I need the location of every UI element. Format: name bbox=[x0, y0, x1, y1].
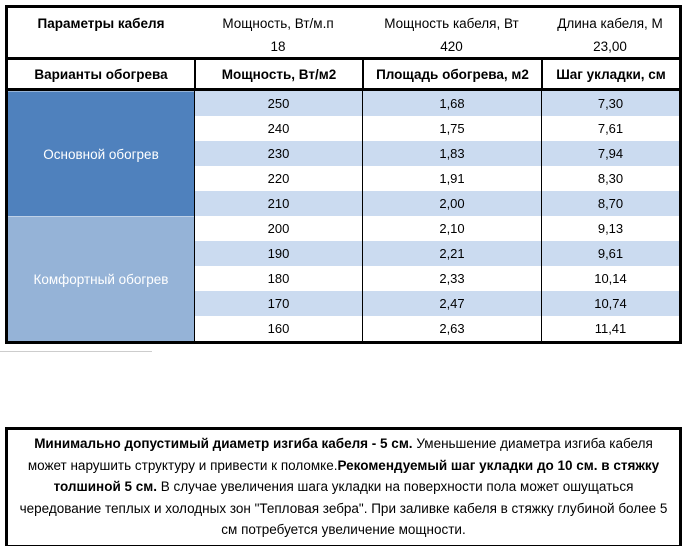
data-cell: 210 bbox=[194, 191, 362, 216]
data-cell: 7,30 bbox=[541, 91, 679, 116]
data-cell: 11,41 bbox=[541, 316, 679, 341]
variants-data-grid: Основной обогрев 250 1,68 7,30 240 1,75 7,61 23… bbox=[5, 91, 682, 344]
header-heating-variants: Варианты обогрева bbox=[34, 66, 168, 82]
data-cell: 9,61 bbox=[541, 241, 679, 266]
data-cell: 170 bbox=[194, 291, 362, 316]
header-laying-step: Шаг укладки, см bbox=[541, 60, 679, 88]
data-cell: 250 bbox=[194, 91, 362, 116]
data-cell: 200 bbox=[194, 216, 362, 241]
note-bold-text: Минимально допустимый диаметр изгиба каб… bbox=[34, 436, 413, 451]
data-cell: 2,00 bbox=[362, 191, 541, 216]
header-cable-power: Мощность кабеля, Вт bbox=[384, 16, 519, 31]
empty-cell bbox=[8, 35, 194, 57]
data-cell: 8,30 bbox=[541, 166, 679, 191]
data-cell: 180 bbox=[194, 266, 362, 291]
header-heating-area: Площадь обогрева, м2 bbox=[362, 60, 541, 88]
data-cell: 230 bbox=[194, 141, 362, 166]
data-cell: 7,61 bbox=[541, 116, 679, 141]
data-cell: 1,75 bbox=[362, 116, 541, 141]
data-cell: 2,10 bbox=[362, 216, 541, 241]
data-cell: 1,68 bbox=[362, 91, 541, 116]
data-cell: 10,14 bbox=[541, 266, 679, 291]
data-cell: 2,47 bbox=[362, 291, 541, 316]
data-cell: 1,83 bbox=[362, 141, 541, 166]
note-bold-text: Рекомендуемый шаг укладки до 10 см. в ст… bbox=[53, 457, 660, 495]
section-label: Комфортный обогрев bbox=[8, 216, 194, 341]
data-cell: 240 bbox=[194, 116, 362, 141]
data-cell: 220 bbox=[194, 166, 362, 191]
data-cell: 8,70 bbox=[541, 191, 679, 216]
data-cell: 1,91 bbox=[362, 166, 541, 191]
data-cell: 9,13 bbox=[541, 216, 679, 241]
note-text: В случае увеличения шага укладки на пове… bbox=[19, 479, 668, 537]
cable-params-table: Параметры кабеля Мощность, Вт/м.п Мощнос… bbox=[5, 5, 682, 57]
page-break-line bbox=[0, 351, 152, 352]
data-cell: 10,74 bbox=[541, 291, 679, 316]
data-cell: 2,33 bbox=[362, 266, 541, 291]
data-cell: 190 bbox=[194, 241, 362, 266]
header-cable-length: Длина кабеля, М bbox=[557, 16, 663, 31]
note-block: Минимально допустимый диаметр изгиба каб… bbox=[5, 427, 682, 546]
data-cell: 2,63 bbox=[362, 316, 541, 341]
cable-power-value: 420 bbox=[440, 38, 463, 54]
data-cell: 160 bbox=[194, 316, 362, 341]
data-cell: 7,94 bbox=[541, 141, 679, 166]
data-cell: 2,21 bbox=[362, 241, 541, 266]
power-per-meter-value: 18 bbox=[270, 38, 286, 54]
params-table-title: Параметры кабеля bbox=[37, 16, 165, 31]
variants-header-row: Варианты обогрева Мощность, Вт/м2 Площад… bbox=[5, 57, 682, 91]
cable-length-value: 23,00 bbox=[593, 38, 627, 54]
header-power-per-meter: Мощность, Вт/м.п bbox=[222, 16, 334, 31]
header-power-density: Мощность, Вт/м2 bbox=[194, 60, 362, 88]
section-label: Основной обогрев bbox=[8, 91, 194, 216]
note-text: Уменьшение диаметра изгиба кабеля может … bbox=[27, 436, 653, 473]
